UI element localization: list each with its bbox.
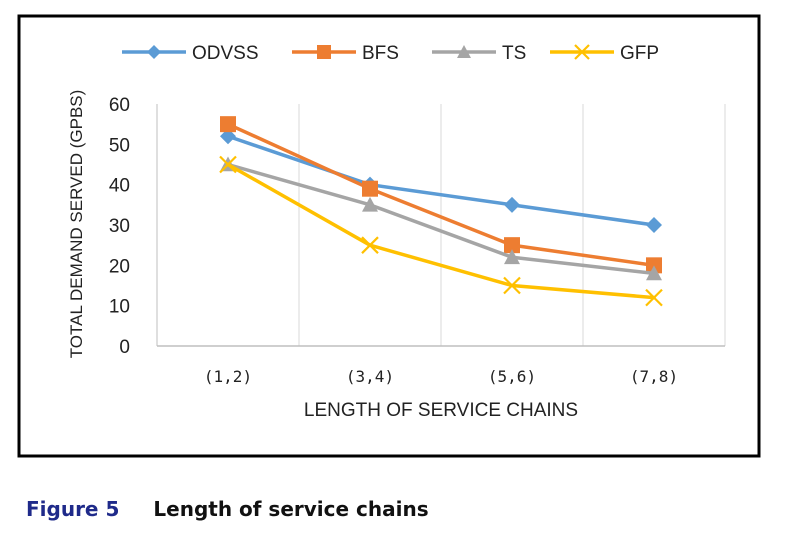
x-marker bbox=[503, 276, 521, 295]
legend-label: BFS bbox=[362, 43, 399, 64]
square-marker bbox=[504, 237, 520, 254]
x-axis-label: LENGTH OF SERVICE CHAINS bbox=[304, 400, 578, 421]
legend-item-bfs: BFS bbox=[292, 43, 399, 64]
legend-label: ODVSS bbox=[192, 43, 259, 64]
y-tick-label: 50 bbox=[109, 135, 130, 156]
y-tick-label: 20 bbox=[109, 256, 130, 277]
triangle-marker bbox=[504, 249, 520, 265]
x-marker bbox=[219, 155, 237, 174]
x-marker-stroke bbox=[219, 155, 237, 174]
x-tick-label: (1,2) bbox=[204, 367, 252, 386]
figure-title: Length of service chains bbox=[153, 497, 429, 521]
series-gfp bbox=[219, 155, 663, 307]
triangle-marker bbox=[362, 196, 378, 212]
diamond-marker bbox=[504, 196, 520, 213]
series-lines bbox=[219, 116, 663, 307]
x-marker bbox=[574, 44, 590, 60]
axes: 0 10 20 30 40 50 60 (1,2) (3,4) (5,6) (7,8) bbox=[109, 95, 725, 386]
x-marker-stroke bbox=[574, 44, 590, 60]
series-line bbox=[226, 134, 656, 227]
y-tick-label: 40 bbox=[109, 176, 130, 197]
x-marker bbox=[361, 236, 379, 254]
y-tick-label: 30 bbox=[109, 216, 130, 237]
y-tick-label: 10 bbox=[109, 297, 130, 318]
x-marker bbox=[645, 288, 663, 307]
figure-caption: Figure 5 Length of service chains bbox=[26, 497, 429, 521]
y-tick-label: 0 bbox=[119, 337, 130, 358]
series-line bbox=[226, 122, 656, 268]
y-tick-label: 60 bbox=[109, 95, 130, 116]
x-tick-label: (7,8) bbox=[630, 367, 678, 386]
grid-lines bbox=[298, 104, 726, 346]
x-marker-stroke bbox=[645, 288, 663, 307]
series-line bbox=[226, 162, 656, 300]
legend: ODVSS BFS TS GFP bbox=[122, 43, 659, 64]
square-marker bbox=[646, 257, 662, 274]
legend-item-ts: TS bbox=[432, 43, 526, 64]
chart-frame bbox=[17, 14, 761, 458]
legend-label: GFP bbox=[620, 43, 659, 64]
x-tick-label: (5,6) bbox=[488, 367, 536, 386]
diamond-marker bbox=[646, 217, 662, 233]
legend-item-gfp: GFP bbox=[550, 43, 659, 64]
legend-item-odvss: ODVSS bbox=[122, 43, 259, 64]
x-marker-stroke bbox=[503, 276, 521, 295]
series-line bbox=[226, 162, 656, 276]
x-tick-label: (3,4) bbox=[346, 367, 394, 386]
square-marker bbox=[317, 45, 331, 59]
series-bfs bbox=[220, 116, 662, 274]
triangle-marker bbox=[457, 45, 471, 58]
figure-number: Figure 5 bbox=[26, 497, 120, 521]
diamond-marker bbox=[147, 45, 161, 59]
series-odvss bbox=[220, 128, 662, 233]
y-axis-label: TOTAL DEMAND SERVED (GPBS) bbox=[67, 90, 86, 359]
diamond-marker bbox=[220, 128, 236, 145]
legend-label: TS bbox=[502, 43, 526, 64]
triangle-marker bbox=[646, 265, 662, 281]
x-marker-stroke bbox=[361, 236, 379, 254]
square-marker bbox=[220, 116, 236, 133]
square-marker bbox=[362, 180, 378, 197]
